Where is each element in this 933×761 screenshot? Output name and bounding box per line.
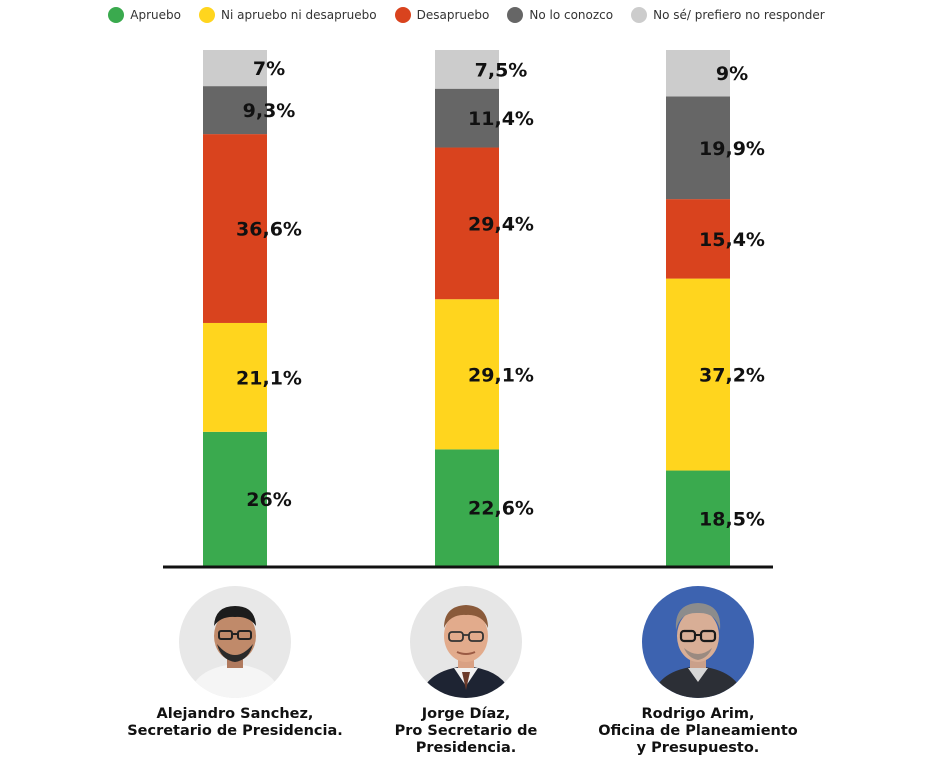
legend-swatch-no-se	[631, 7, 648, 23]
legend-label-no-se: No sé/ prefiero no responder	[653, 8, 825, 22]
data-label-no-lo-conozco-3: 19,9%	[699, 138, 765, 160]
bar-segment-no-lo-conozco-1	[203, 86, 267, 135]
bar-segment-ni-apruebo-1	[203, 322, 267, 432]
bar-segment-no-se-1	[203, 50, 267, 87]
data-label-apruebo-1: 26%	[246, 489, 291, 511]
person-name-line: Jorge Díaz,	[421, 706, 511, 722]
bar-segment-ni-apruebo-3	[666, 278, 730, 471]
legend-swatch-apruebo	[108, 7, 125, 23]
bar-segment-desapruebo-3	[666, 199, 730, 279]
legend-item-ni-apruebo: Ni apruebo ni desapruebo	[198, 7, 377, 23]
data-label-no-lo-conozco-2: 11,4%	[468, 108, 534, 130]
bar-segment-desapruebo-1	[203, 134, 267, 323]
person-title-line: Secretario de Presidencia.	[127, 723, 343, 739]
legend-swatch-desapruebo	[394, 7, 411, 23]
person-title-line: Pro Secretario de	[394, 723, 538, 739]
legend-label-apruebo: Apruebo	[130, 8, 181, 22]
data-label-desapruebo-2: 29,4%	[468, 213, 534, 235]
person-name-line: Rodrigo Arim,	[641, 706, 755, 722]
person-card-sanchez: Alejandro Sanchez, Secretario de Preside…	[125, 586, 345, 740]
person-card-arim: Rodrigo Arim, Oficina de Planeamiento y …	[588, 586, 808, 757]
legend-swatch-ni-apruebo	[198, 7, 215, 23]
avatar-sanchez	[179, 586, 291, 698]
bar-segment-apruebo-3	[666, 470, 730, 566]
chart-legend: Apruebo Ni apruebo ni desapruebo Desapru…	[0, 4, 933, 26]
legend-item-no-lo-conozco: No lo conozco	[507, 7, 613, 23]
data-label-no-se-2: 7,5%	[475, 59, 528, 81]
data-label-apruebo-2: 22,6%	[468, 498, 534, 520]
data-label-desapruebo-3: 15,4%	[699, 229, 765, 251]
data-label-desapruebo-1: 36,6%	[236, 219, 302, 241]
person-title-line: y Presupuesto.	[636, 740, 760, 756]
bar-segment-no-se-3	[666, 50, 730, 97]
person-name-arim: Rodrigo Arim, Oficina de Planeamiento y …	[598, 706, 798, 757]
legend-label-desapruebo: Desapruebo	[416, 8, 490, 22]
data-label-no-se-3: 9%	[716, 63, 748, 85]
data-label-no-se-1: 7%	[253, 58, 285, 80]
legend-item-no-se: No sé/ prefiero no responder	[631, 7, 825, 23]
legend-swatch-no-lo-conozco	[507, 7, 524, 23]
avatar-arim	[642, 586, 754, 698]
data-label-apruebo-3: 18,5%	[699, 508, 765, 530]
bar-segment-no-lo-conozco-2	[435, 88, 499, 148]
person-title-line: Presidencia.	[415, 740, 517, 756]
person-name-sanchez: Alejandro Sanchez, Secretario de Preside…	[127, 706, 343, 740]
data-label-ni-apruebo-1: 21,1%	[236, 367, 302, 389]
bar-segment-no-se-2	[435, 50, 499, 89]
person-name-line: Alejandro Sanchez,	[156, 706, 314, 722]
data-label-no-lo-conozco-1: 9,3%	[243, 100, 296, 122]
person-title-line: Oficina de Planeamiento	[598, 723, 798, 739]
bar-segment-apruebo-1	[203, 431, 267, 566]
person-card-diaz: Jorge Díaz, Pro Secretario de Presidenci…	[356, 586, 576, 757]
data-label-ni-apruebo-2: 29,1%	[468, 364, 534, 386]
person-name-diaz: Jorge Díaz, Pro Secretario de Presidenci…	[395, 706, 538, 757]
legend-item-desapruebo: Desapruebo	[394, 7, 490, 23]
data-label-ni-apruebo-3: 37,2%	[699, 365, 765, 387]
bar-segment-apruebo-2	[435, 449, 499, 566]
bar-segment-ni-apruebo-2	[435, 299, 499, 450]
legend-item-apruebo: Apruebo	[108, 7, 181, 23]
bar-segment-no-lo-conozco-3	[666, 96, 730, 200]
legend-label-ni-apruebo: Ni apruebo ni desapruebo	[220, 8, 377, 22]
bar-segment-desapruebo-2	[435, 147, 499, 300]
avatar-diaz	[410, 586, 522, 698]
stacked-bar-chart: 26% 21,1% 36,6% 9,3% 7% 22,6% 29,1% 29,4% 11,4% 7…	[163, 50, 773, 569]
legend-label-no-lo-conozco: No lo conozco	[529, 8, 614, 22]
